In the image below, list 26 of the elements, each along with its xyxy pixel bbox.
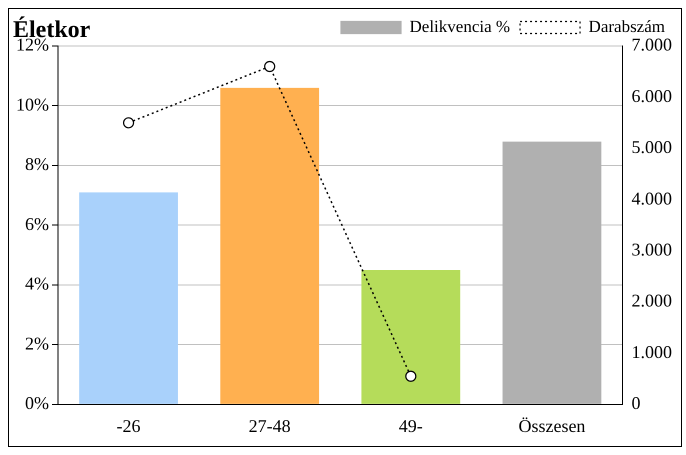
legend-label: Delikvencia % xyxy=(410,16,510,36)
y2-tick-label: 2.000 xyxy=(632,290,672,311)
bar xyxy=(79,192,178,404)
x-tick-label: -26 xyxy=(116,416,141,436)
bar xyxy=(361,270,460,404)
y2-tick-label: 1.000 xyxy=(632,342,672,362)
y2-tick-label: 5.000 xyxy=(632,137,672,158)
point xyxy=(405,370,416,382)
x-tick-label: 49- xyxy=(398,416,423,436)
y-tick-label: 8% xyxy=(24,154,49,174)
y-tick-label: 0% xyxy=(24,393,49,414)
y2-tick-label: 6.000 xyxy=(632,86,672,106)
y2-tick-label: 7.000 xyxy=(632,34,672,55)
y2-tick-label: 3.000 xyxy=(632,240,672,260)
y-tick-label: 10% xyxy=(16,94,49,114)
x-tick-label: 27-48 xyxy=(248,416,291,436)
y2-tick-label: 4.000 xyxy=(632,188,672,208)
legend-label: Darabszám xyxy=(588,16,666,36)
bar xyxy=(502,142,602,404)
bar xyxy=(220,88,320,404)
point xyxy=(264,60,276,72)
y-tick-label: 4% xyxy=(24,274,49,294)
x-tick-label: Összesen xyxy=(518,416,586,436)
y2-tick-label: 0 xyxy=(632,393,640,414)
y-tick-label: 2% xyxy=(24,333,49,354)
y-tick-label: 6% xyxy=(24,214,49,234)
